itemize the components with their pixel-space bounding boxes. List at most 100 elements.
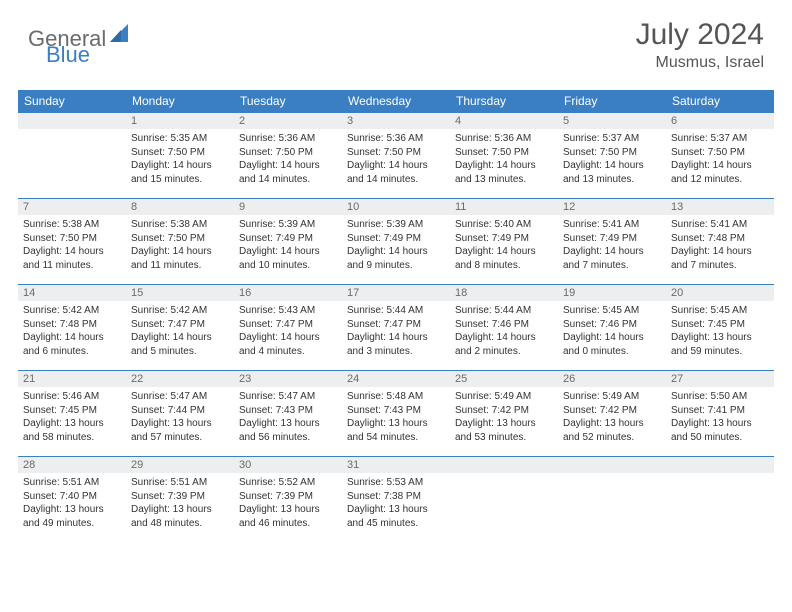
calendar-cell: 10Sunrise: 5:39 AMSunset: 7:49 PMDayligh… bbox=[342, 199, 450, 285]
day-detail-line: Sunrise: 5:37 AM bbox=[671, 132, 769, 146]
day-detail-line: and 13 minutes. bbox=[563, 173, 661, 187]
day-detail-line: Daylight: 14 hours bbox=[239, 245, 337, 259]
day-detail-line: Daylight: 13 hours bbox=[23, 417, 121, 431]
day-detail-line: Sunrise: 5:51 AM bbox=[23, 476, 121, 490]
day-details: Sunrise: 5:35 AMSunset: 7:50 PMDaylight:… bbox=[126, 129, 234, 188]
day-details: Sunrise: 5:50 AMSunset: 7:41 PMDaylight:… bbox=[666, 387, 774, 446]
day-number: 12 bbox=[558, 199, 666, 215]
day-number: 7 bbox=[18, 199, 126, 215]
day-details: Sunrise: 5:49 AMSunset: 7:42 PMDaylight:… bbox=[558, 387, 666, 446]
day-detail-line: Sunrise: 5:49 AM bbox=[455, 390, 553, 404]
day-detail-line: Sunset: 7:47 PM bbox=[239, 318, 337, 332]
day-details: Sunrise: 5:37 AMSunset: 7:50 PMDaylight:… bbox=[558, 129, 666, 188]
header: General Blue July 2024 Musmus, Israel bbox=[0, 0, 792, 82]
calendar-cell: 7Sunrise: 5:38 AMSunset: 7:50 PMDaylight… bbox=[18, 199, 126, 285]
day-detail-line: and 52 minutes. bbox=[563, 431, 661, 445]
day-detail-line: Daylight: 13 hours bbox=[347, 417, 445, 431]
weekday-header: Monday bbox=[126, 90, 234, 113]
day-number: 16 bbox=[234, 285, 342, 301]
day-detail-line: and 7 minutes. bbox=[563, 259, 661, 273]
day-detail-line: and 50 minutes. bbox=[671, 431, 769, 445]
day-detail-line: and 4 minutes. bbox=[239, 345, 337, 359]
calendar-cell: 21Sunrise: 5:46 AMSunset: 7:45 PMDayligh… bbox=[18, 371, 126, 457]
day-detail-line: and 11 minutes. bbox=[23, 259, 121, 273]
day-detail-line: and 8 minutes. bbox=[455, 259, 553, 273]
day-details bbox=[666, 473, 774, 478]
day-detail-line: Daylight: 13 hours bbox=[131, 417, 229, 431]
day-details: Sunrise: 5:42 AMSunset: 7:48 PMDaylight:… bbox=[18, 301, 126, 360]
day-detail-line: Sunset: 7:47 PM bbox=[131, 318, 229, 332]
day-detail-line: Daylight: 14 hours bbox=[671, 245, 769, 259]
day-detail-line: Sunrise: 5:42 AM bbox=[131, 304, 229, 318]
day-detail-line: Daylight: 13 hours bbox=[347, 503, 445, 517]
day-detail-line: Sunset: 7:49 PM bbox=[239, 232, 337, 246]
day-detail-line: Sunrise: 5:36 AM bbox=[455, 132, 553, 146]
day-detail-line: Sunrise: 5:38 AM bbox=[23, 218, 121, 232]
day-detail-line: Daylight: 14 hours bbox=[131, 245, 229, 259]
day-details: Sunrise: 5:52 AMSunset: 7:39 PMDaylight:… bbox=[234, 473, 342, 532]
day-details: Sunrise: 5:44 AMSunset: 7:47 PMDaylight:… bbox=[342, 301, 450, 360]
day-detail-line: Daylight: 13 hours bbox=[239, 503, 337, 517]
day-detail-line: Daylight: 14 hours bbox=[563, 331, 661, 345]
day-number: 24 bbox=[342, 371, 450, 387]
calendar-cell bbox=[666, 457, 774, 543]
day-detail-line: Daylight: 14 hours bbox=[455, 245, 553, 259]
day-details: Sunrise: 5:40 AMSunset: 7:49 PMDaylight:… bbox=[450, 215, 558, 274]
day-detail-line: Sunrise: 5:39 AM bbox=[347, 218, 445, 232]
calendar-cell: 14Sunrise: 5:42 AMSunset: 7:48 PMDayligh… bbox=[18, 285, 126, 371]
calendar-cell: 31Sunrise: 5:53 AMSunset: 7:38 PMDayligh… bbox=[342, 457, 450, 543]
day-detail-line: Sunrise: 5:35 AM bbox=[131, 132, 229, 146]
day-detail-line: Sunset: 7:47 PM bbox=[347, 318, 445, 332]
logo-sail-icon bbox=[110, 24, 132, 42]
day-detail-line: Daylight: 14 hours bbox=[239, 331, 337, 345]
calendar-cell: 11Sunrise: 5:40 AMSunset: 7:49 PMDayligh… bbox=[450, 199, 558, 285]
day-detail-line: Sunset: 7:48 PM bbox=[671, 232, 769, 246]
day-detail-line: Sunrise: 5:50 AM bbox=[671, 390, 769, 404]
day-detail-line: and 5 minutes. bbox=[131, 345, 229, 359]
calendar-cell: 17Sunrise: 5:44 AMSunset: 7:47 PMDayligh… bbox=[342, 285, 450, 371]
day-details: Sunrise: 5:49 AMSunset: 7:42 PMDaylight:… bbox=[450, 387, 558, 446]
day-detail-line: Sunrise: 5:46 AM bbox=[23, 390, 121, 404]
day-detail-line: Sunset: 7:50 PM bbox=[23, 232, 121, 246]
month-title: July 2024 bbox=[636, 18, 764, 52]
day-detail-line: Sunrise: 5:48 AM bbox=[347, 390, 445, 404]
day-detail-line: Sunset: 7:39 PM bbox=[131, 490, 229, 504]
calendar-table: Sunday Monday Tuesday Wednesday Thursday… bbox=[18, 90, 774, 543]
day-details bbox=[18, 129, 126, 134]
day-detail-line: and 59 minutes. bbox=[671, 345, 769, 359]
day-number: 25 bbox=[450, 371, 558, 387]
day-details: Sunrise: 5:36 AMSunset: 7:50 PMDaylight:… bbox=[342, 129, 450, 188]
calendar-cell: 8Sunrise: 5:38 AMSunset: 7:50 PMDaylight… bbox=[126, 199, 234, 285]
day-detail-line: Sunrise: 5:40 AM bbox=[455, 218, 553, 232]
calendar-cell: 26Sunrise: 5:49 AMSunset: 7:42 PMDayligh… bbox=[558, 371, 666, 457]
calendar-cell bbox=[450, 457, 558, 543]
day-details: Sunrise: 5:41 AMSunset: 7:48 PMDaylight:… bbox=[666, 215, 774, 274]
calendar-cell: 12Sunrise: 5:41 AMSunset: 7:49 PMDayligh… bbox=[558, 199, 666, 285]
day-detail-line: Sunset: 7:50 PM bbox=[347, 146, 445, 160]
day-detail-line: Sunset: 7:50 PM bbox=[455, 146, 553, 160]
day-detail-line: Daylight: 13 hours bbox=[131, 503, 229, 517]
day-details: Sunrise: 5:38 AMSunset: 7:50 PMDaylight:… bbox=[18, 215, 126, 274]
day-number: 23 bbox=[234, 371, 342, 387]
day-number: 18 bbox=[450, 285, 558, 301]
day-detail-line: Sunrise: 5:36 AM bbox=[239, 132, 337, 146]
day-details bbox=[450, 473, 558, 478]
day-details bbox=[558, 473, 666, 478]
day-details: Sunrise: 5:36 AMSunset: 7:50 PMDaylight:… bbox=[234, 129, 342, 188]
day-number: 13 bbox=[666, 199, 774, 215]
day-number: 9 bbox=[234, 199, 342, 215]
day-number bbox=[666, 457, 774, 473]
day-detail-line: Daylight: 14 hours bbox=[455, 331, 553, 345]
day-detail-line: Sunset: 7:42 PM bbox=[455, 404, 553, 418]
logo-text-blue: Blue bbox=[46, 42, 90, 68]
day-detail-line: Sunset: 7:40 PM bbox=[23, 490, 121, 504]
day-detail-line: and 46 minutes. bbox=[239, 517, 337, 531]
day-detail-line: and 3 minutes. bbox=[347, 345, 445, 359]
calendar-cell: 30Sunrise: 5:52 AMSunset: 7:39 PMDayligh… bbox=[234, 457, 342, 543]
day-detail-line: and 45 minutes. bbox=[347, 517, 445, 531]
calendar-cell: 18Sunrise: 5:44 AMSunset: 7:46 PMDayligh… bbox=[450, 285, 558, 371]
day-number: 8 bbox=[126, 199, 234, 215]
day-details: Sunrise: 5:53 AMSunset: 7:38 PMDaylight:… bbox=[342, 473, 450, 532]
day-detail-line: and 10 minutes. bbox=[239, 259, 337, 273]
day-detail-line: Sunset: 7:49 PM bbox=[347, 232, 445, 246]
